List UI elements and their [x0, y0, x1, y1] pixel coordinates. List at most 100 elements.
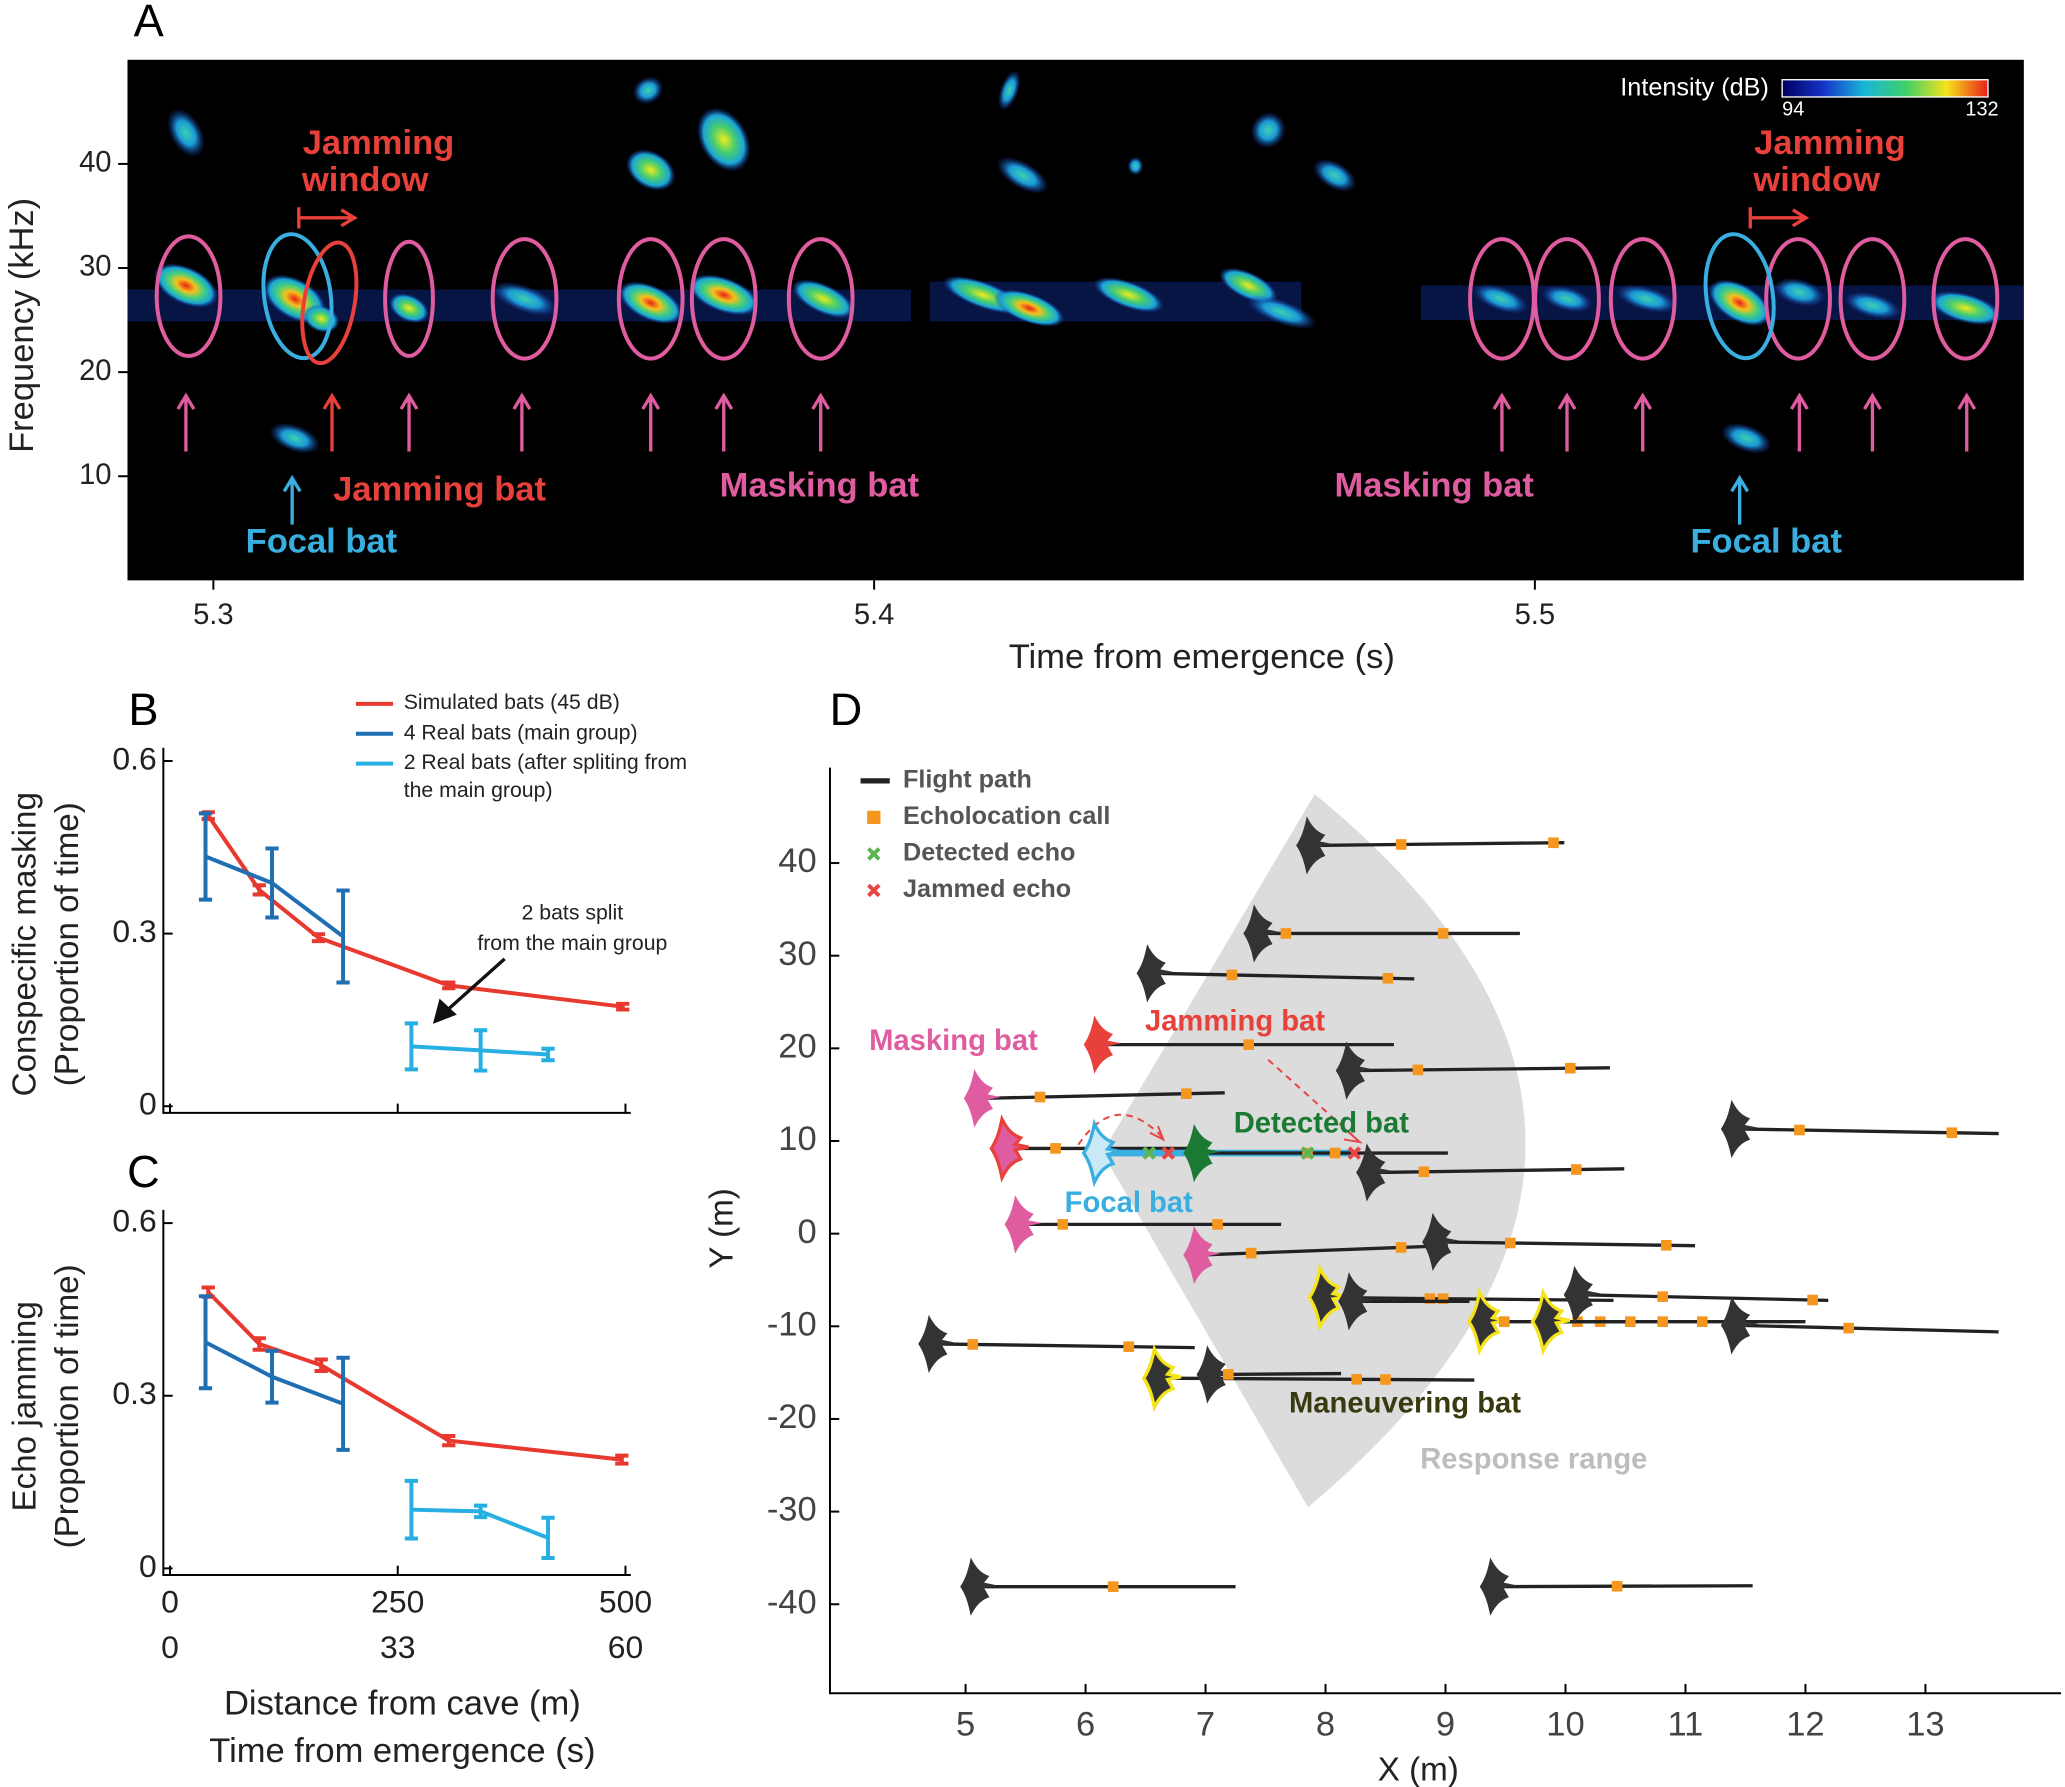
annotation: Jamming	[1754, 124, 1906, 162]
annotation-arrow	[441, 957, 506, 1016]
y-tick-label: 0	[139, 1548, 157, 1584]
echo-marker	[1161, 1146, 1176, 1160]
x-tick-label: 12	[1786, 1706, 1824, 1744]
echolocation-call	[1382, 972, 1394, 984]
y-axis-label: Conspecific masking	[6, 792, 43, 1096]
error-bar	[265, 1348, 279, 1405]
flight-path	[1314, 840, 1565, 848]
panel-letter: A	[134, 0, 165, 46]
bat	[1183, 1123, 1221, 1183]
bat	[1083, 1015, 1121, 1074]
x-tick-label: 33	[380, 1629, 415, 1665]
bat	[1183, 1225, 1221, 1285]
echolocation-call	[1329, 1147, 1341, 1159]
x-tick-label: 10	[1546, 1706, 1584, 1744]
spectrogram	[127, 59, 2024, 581]
panel-letter: B	[128, 684, 158, 735]
y-tick-label: 20	[778, 1027, 816, 1065]
x-tick-label: 13	[1906, 1706, 1944, 1744]
echo-marker	[1347, 1146, 1362, 1160]
error-bar	[314, 1357, 328, 1373]
x-axis-label: X (m)	[1378, 1751, 1459, 1787]
legend-swatch	[867, 883, 881, 898]
echolocation-call	[1412, 1064, 1424, 1076]
echolocation-call	[1212, 1219, 1223, 1230]
axis	[162, 747, 631, 1114]
x-tick-label: 7	[1196, 1706, 1215, 1744]
panel-letter: D	[830, 684, 863, 735]
error-bar	[616, 1001, 630, 1012]
echo-marker	[1300, 1146, 1315, 1160]
x-tick-label: 0	[161, 1629, 179, 1665]
bat	[1338, 1272, 1376, 1331]
echolocation-call	[1611, 1580, 1623, 1592]
bat	[1004, 1195, 1042, 1254]
legend-label: 2 Real bats (after spliting from the mai…	[403, 751, 688, 803]
echolocation-call	[1437, 928, 1449, 939]
x-tick-label: 60	[608, 1629, 643, 1665]
y-axis-label: (Proportion of time)	[49, 802, 86, 1086]
echolocation-call	[1223, 1369, 1234, 1380]
echolocation-call	[1498, 1316, 1510, 1327]
legend-label-box: 2 Real bats (after spliting from the mai…	[403, 751, 688, 803]
echolocation-call	[1660, 1239, 1672, 1251]
y-axis-label: Frequency (kHz)	[3, 198, 41, 453]
echolocation-call	[1564, 1062, 1576, 1074]
bat	[1196, 1345, 1234, 1404]
bat	[1136, 944, 1174, 1003]
flight-path	[1582, 1293, 1829, 1303]
flight-path	[1498, 1584, 1753, 1589]
echolocation-call	[1657, 1291, 1668, 1302]
echolocation-call	[1624, 1316, 1636, 1327]
bat	[1563, 1265, 1601, 1325]
flight-path	[1374, 1167, 1625, 1175]
echolocation-call	[1807, 1294, 1818, 1306]
y-tick-label: 30	[778, 935, 816, 973]
echolocation-call	[1548, 837, 1559, 849]
annotation: Jamming	[303, 124, 455, 162]
annotation: Focal bat	[246, 522, 398, 560]
echolocation-call	[1226, 969, 1238, 981]
legend-label-box: 4 Real bats (main group)	[404, 722, 638, 745]
bat	[1530, 1287, 1571, 1356]
bat	[1356, 1143, 1394, 1202]
bat	[989, 1114, 1029, 1183]
bat	[1422, 1212, 1460, 1272]
echolocation-call	[967, 1339, 979, 1350]
error-bar	[442, 980, 456, 991]
annotation: window	[1752, 161, 1880, 199]
bat	[1243, 904, 1281, 963]
y-tick-label: 0	[798, 1213, 817, 1251]
y-tick-label: 10	[778, 1120, 816, 1158]
y-tick-label: 0.3	[112, 1375, 156, 1411]
echolocation-call	[1380, 1374, 1391, 1385]
annotation: Masking bat	[720, 467, 920, 505]
y-axis-label: (Proportion of time)	[49, 1264, 86, 1548]
annotation: Masking bat	[1334, 467, 1534, 505]
x-tick-label: 5.4	[854, 599, 895, 631]
x-tick-label: 500	[599, 1584, 652, 1620]
bat	[918, 1314, 956, 1374]
y-tick-label: 20	[79, 355, 111, 387]
x-tick-label: 9	[1436, 1706, 1455, 1744]
y-tick-label: -20	[767, 1398, 817, 1436]
error-bar	[442, 1434, 456, 1448]
annotation: 2 bats split	[522, 900, 624, 924]
error-bar	[198, 811, 213, 902]
echolocation-call	[1123, 1341, 1135, 1352]
echolocation-call	[1280, 928, 1292, 939]
x-axis-label: Time from emergence (s)	[209, 1732, 595, 1770]
legend-label-box: Simulated bats (45 dB)	[404, 692, 620, 715]
error-bar	[198, 1294, 213, 1391]
bat	[960, 1557, 998, 1616]
y-tick-label: 40	[79, 147, 111, 179]
x-tick-label: 11	[1668, 1706, 1704, 1744]
echolocation-call	[1107, 1581, 1119, 1592]
x-tick-label: 6	[1076, 1706, 1095, 1744]
y-axis-label: Y (m)	[704, 1188, 741, 1269]
error-bar	[541, 1515, 555, 1561]
flight-path	[1739, 1127, 1999, 1136]
y-tick-label: 0.6	[112, 1203, 156, 1239]
echo-marker	[1142, 1146, 1156, 1160]
